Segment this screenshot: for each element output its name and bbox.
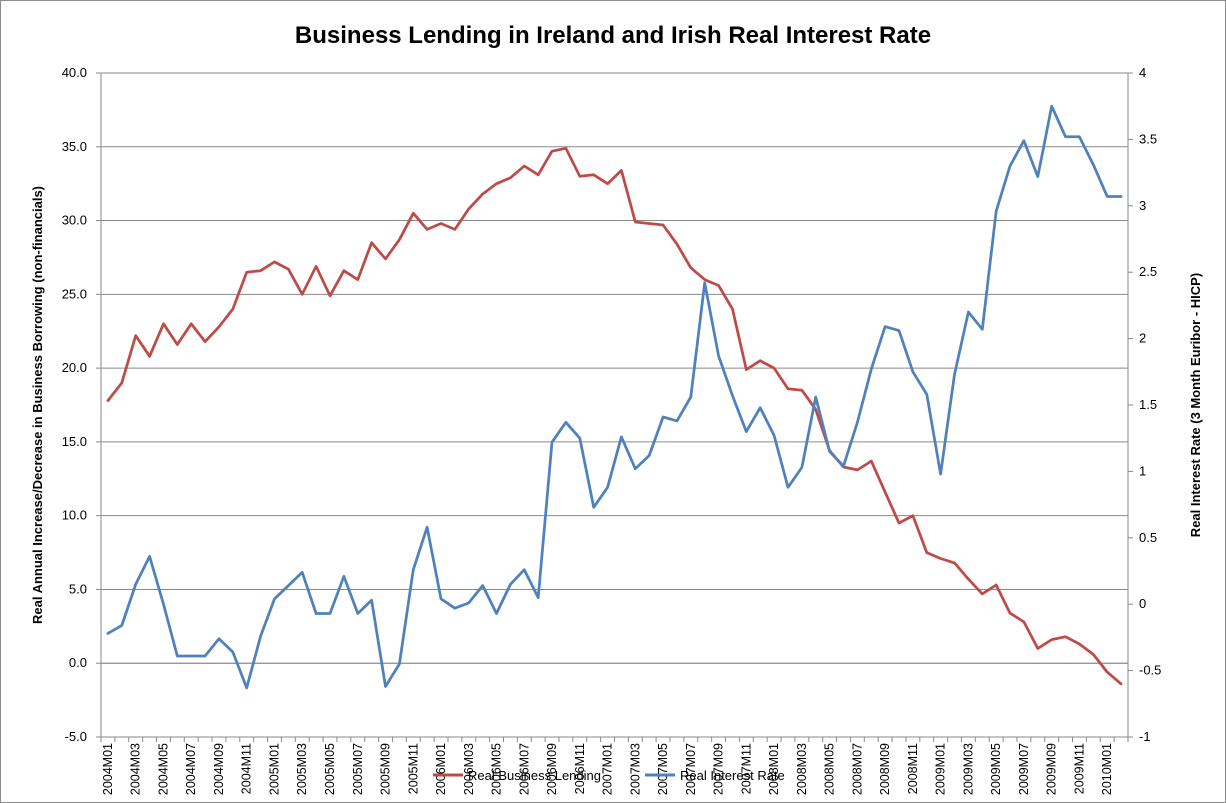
x-tick-label: 2010M01 (1100, 743, 1114, 795)
left-axis-ticks: -5.0 0.0 5.0 10.0 15.0 20.0 25.0 30.0 35.0 40.0 (62, 65, 101, 744)
x-tick-label: 2006M01 (434, 743, 448, 795)
x-tick-label: 2005M09 (379, 743, 393, 795)
x-tick-label: 2004M05 (156, 743, 170, 795)
x-tick-label: 2004M03 (129, 743, 143, 795)
gridlines (101, 72, 1128, 664)
x-tick-label: 2006M11 (573, 743, 587, 794)
left-tick-label: 0.0 (69, 655, 87, 670)
right-tick-label: -0.5 (1139, 663, 1161, 678)
y-axis-right-label: Real Interest Rate (3 Month Euribor - HI… (1188, 273, 1203, 537)
x-tick-label: 2006M09 (545, 743, 559, 795)
legend: Real Business Lending Real Interest Rate (433, 768, 785, 783)
right-tick-label: 2.5 (1139, 264, 1157, 279)
legend-label-real-business-lending: Real Business Lending (468, 768, 601, 783)
x-tick-label: 2009M01 (934, 743, 948, 795)
x-tick-label: 2005M05 (323, 743, 337, 795)
x-tick-label: 2009M09 (1045, 743, 1059, 795)
left-tick-label: 20.0 (62, 360, 87, 375)
x-tick-label: 2007M07 (684, 743, 698, 795)
x-tick-label: 2009M11 (1072, 743, 1086, 794)
right-tick-label: 1.5 (1139, 397, 1157, 412)
x-tick-label: 2008M09 (878, 743, 892, 795)
legend-label-real-interest-rate: Real Interest Rate (680, 768, 785, 783)
x-axis-ticks: 2004M01 2004M03 2004M05 2004M07 2004M09 2004M… (100, 737, 1129, 795)
right-tick-label: 0.5 (1139, 530, 1157, 545)
x-tick-label: 2006M03 (462, 743, 476, 795)
right-axis-ticks: -1 -0.5 0 0.5 1 1.5 2 2.5 3 3.5 4 (1128, 65, 1161, 744)
right-tick-label: 3 (1139, 198, 1146, 213)
x-tick-label: 2007M05 (656, 743, 670, 795)
left-tick-label: 10.0 (62, 508, 87, 523)
x-tick-label: 2009M03 (961, 743, 975, 795)
left-tick-label: 40.0 (62, 65, 87, 80)
x-tick-label: 2005M01 (267, 743, 281, 795)
series-line-real-business-lending (106, 146, 1123, 686)
x-tick-label: 2006M07 (517, 743, 531, 795)
x-tick-label: 2008M11 (906, 743, 920, 794)
right-tick-label: 2 (1139, 331, 1146, 346)
x-tick-label: 2006M05 (490, 743, 504, 795)
left-tick-label: 35.0 (62, 139, 87, 154)
x-tick-label: 2007M09 (712, 743, 726, 795)
left-tick-label: 15.0 (62, 434, 87, 449)
x-tick-label: 2004M09 (212, 743, 226, 795)
x-tick-label: 2005M11 (406, 743, 420, 794)
left-tick-label: -5.0 (65, 729, 87, 744)
series-layer (106, 104, 1123, 690)
left-tick-label: 30.0 (62, 213, 87, 228)
right-tick-label: 3.5 (1139, 131, 1157, 146)
x-tick-label: 2004M01 (101, 743, 115, 795)
x-tick-label: 2008M05 (823, 743, 837, 795)
right-tick-label: 0 (1139, 596, 1146, 611)
x-tick-label: 2009M05 (989, 743, 1003, 795)
x-tick-label: 2008M03 (795, 743, 809, 795)
axes (100, 73, 1129, 738)
x-tick-label: 2004M11 (240, 743, 254, 794)
left-tick-label: 5.0 (69, 581, 87, 596)
x-tick-label: 2005M07 (351, 743, 365, 795)
x-tick-label: 2007M11 (739, 743, 753, 794)
series-line-real-interest-rate (106, 104, 1123, 690)
x-tick-label: 2004M07 (184, 743, 198, 795)
x-tick-label: 2005M03 (295, 743, 309, 795)
x-tick-label: 2009M07 (1017, 743, 1031, 795)
right-tick-label: -1 (1139, 729, 1151, 744)
right-tick-label: 4 (1139, 65, 1146, 80)
y-axis-left-label: Real Annual Increase/Decrease in Busines… (30, 186, 45, 624)
right-tick-label: 1 (1139, 463, 1146, 478)
x-tick-label: 2008M01 (767, 743, 781, 795)
left-tick-label: 25.0 (62, 286, 87, 301)
chart-title: Business Lending in Ireland and Irish Re… (295, 22, 931, 49)
x-tick-label: 2007M03 (628, 743, 642, 795)
x-tick-label: 2007M01 (601, 743, 615, 795)
x-tick-label: 2008M07 (850, 743, 864, 795)
